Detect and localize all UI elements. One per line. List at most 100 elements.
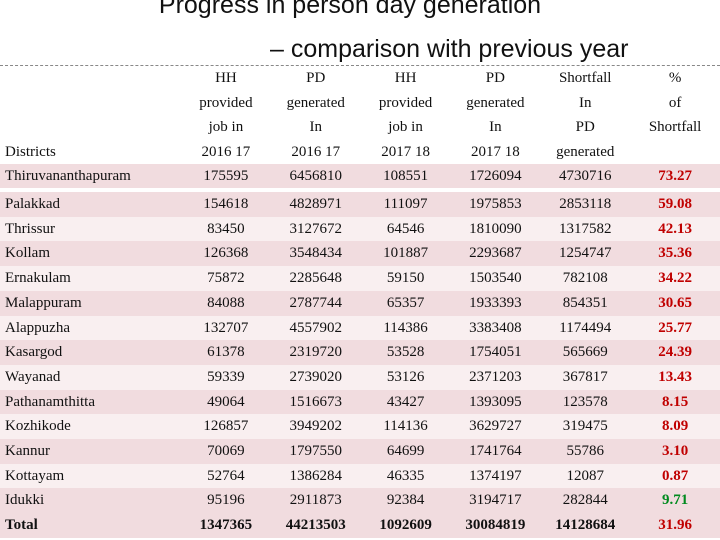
- pd-2017-18: 1393095: [450, 389, 541, 415]
- table-row: Kozhikode 126857 3949202 114136 3629727 31947…: [0, 414, 720, 440]
- slide-title-line1: Progress in person day generation: [158, 0, 542, 19]
- shortfall-value: 14128684: [540, 513, 631, 538]
- header-pd-2017-18: PD generated In 2017 18: [466, 70, 525, 160]
- table-row: Thiruvananthapuram 175595 6456810 108551 172…: [0, 164, 720, 188]
- pd-2017-18: 1975853: [450, 192, 541, 217]
- hh-2017-18: 53528: [360, 340, 451, 365]
- header-pd-2016-17: PD generated In 2016 17: [286, 70, 345, 160]
- pd-2016-17: 2285648: [270, 266, 361, 291]
- district-name: Thrissur: [0, 216, 181, 242]
- header-percent-shortfall: % of Shortfall: [648, 70, 702, 135]
- pd-2017-18: 1810090: [450, 216, 541, 242]
- hh-2016-17: 75872: [181, 266, 271, 291]
- table-row: Pathanamthitta 49064 1516673 43427 1393095 12…: [0, 389, 720, 415]
- percent-shortfall: 9.71: [630, 488, 720, 514]
- pd-2016-17: 2739020: [270, 364, 361, 390]
- hh-2016-17: 83450: [181, 216, 271, 242]
- shortfall-value: 55786: [540, 439, 631, 464]
- pd-2017-18: 3629727: [450, 414, 541, 440]
- table-row: Malappuram 84088 2787744 65357 1933393 854351…: [0, 290, 720, 316]
- pd-2017-18: 1374197: [450, 463, 541, 489]
- header-districts: Districts: [5, 143, 56, 160]
- district-name: Kasargod: [0, 340, 181, 365]
- pd-2017-18: 1741764: [450, 439, 541, 464]
- district-name: Palakkad: [0, 192, 181, 217]
- pd-2016-17: 4828971: [270, 192, 361, 217]
- table-row: Kollam 126368 3548434 101887 2293687 1254747 3…: [0, 241, 720, 267]
- hh-2017-18: 111097: [360, 192, 451, 217]
- header-hh-2016-17: HH provided job in 2016 17: [199, 70, 253, 160]
- hh-2016-17: 175595: [181, 164, 271, 188]
- shortfall-value: 123578: [540, 389, 631, 415]
- hh-2016-17: 52764: [181, 463, 271, 489]
- percent-shortfall: 8.09: [630, 414, 720, 440]
- shortfall-value: 282844: [540, 488, 631, 514]
- table-row: Idukki 95196 2911873 92384 3194717 282844 9.71: [0, 488, 720, 514]
- shortfall-value: 782108: [540, 266, 631, 291]
- district-name: Kannur: [0, 439, 181, 464]
- hh-2017-18: 46335: [360, 463, 451, 489]
- table-row: Kottayam 52764 1386284 46335 1374197 12087 0.8…: [0, 463, 720, 489]
- pd-2016-17: 2787744: [270, 290, 361, 316]
- pd-2017-18: 3194717: [450, 488, 541, 514]
- percent-shortfall: 73.27: [630, 164, 720, 188]
- percent-shortfall: 25.77: [630, 315, 720, 341]
- percent-shortfall: 0.87: [630, 463, 720, 489]
- percent-shortfall: 34.22: [630, 266, 720, 291]
- pd-2016-17: 1516673: [270, 389, 361, 415]
- pd-2016-17: 3127672: [270, 216, 361, 242]
- district-name: Ernakulam: [0, 266, 181, 291]
- hh-2017-18: 53126: [360, 364, 451, 390]
- percent-shortfall: 35.36: [630, 241, 720, 267]
- shortfall-value: 12087: [540, 463, 631, 489]
- percent-shortfall: 42.13: [630, 216, 720, 242]
- pd-2016-17: 6456810: [270, 164, 361, 188]
- hh-2017-18: 64699: [360, 439, 451, 464]
- table-row: Alappuzha 132707 4557902 114386 3383408 11744…: [0, 315, 720, 341]
- hh-2017-18: 101887: [360, 241, 451, 267]
- pd-2016-17: 4557902: [270, 315, 361, 341]
- pd-2017-18: 30084819: [450, 513, 541, 538]
- hh-2017-18: 114386: [360, 315, 451, 341]
- hh-2017-18: 43427: [360, 389, 451, 415]
- hh-2016-17: 95196: [181, 488, 271, 514]
- table-row: Wayanad 59339 2739020 53126 2371203 367817 13.…: [0, 364, 720, 390]
- hh-2016-17: 84088: [181, 290, 271, 316]
- pd-2017-18: 1726094: [450, 164, 541, 188]
- shortfall-value: 854351: [540, 290, 631, 316]
- district-name: Alappuzha: [0, 315, 181, 341]
- shortfall-value: 1174494: [540, 315, 631, 341]
- hh-2016-17: 61378: [181, 340, 271, 365]
- shortfall-value: 1317582: [540, 216, 631, 242]
- hh-2016-17: 1347365: [181, 513, 271, 538]
- hh-2016-17: 132707: [181, 315, 271, 341]
- percent-shortfall: 3.10: [630, 439, 720, 464]
- shortfall-value: 1254747: [540, 241, 631, 267]
- hh-2017-18: 65357: [360, 290, 451, 316]
- district-name: Malappuram: [0, 290, 181, 316]
- slide-title-line2: – comparison with previous year: [270, 35, 629, 63]
- table-row: Palakkad 154618 4828971 111097 1975853 285311…: [0, 192, 720, 217]
- pd-2017-18: 1754051: [450, 340, 541, 365]
- header-rule: [0, 65, 720, 66]
- hh-2017-18: 92384: [360, 488, 451, 514]
- table-row: Kannur 70069 1797550 64699 1741764 55786 3.10: [0, 439, 720, 464]
- total-row: Total 1347365 44213503 1092609 30084819 14128…: [0, 513, 720, 538]
- pd-2016-17: 1386284: [270, 463, 361, 489]
- hh-2016-17: 126857: [181, 414, 271, 440]
- percent-shortfall: 8.15: [630, 389, 720, 415]
- table-row: Thrissur 83450 3127672 64546 1810090 1317582 4…: [0, 216, 720, 242]
- shortfall-value: 2853118: [540, 192, 631, 217]
- hh-2016-17: 154618: [181, 192, 271, 217]
- hh-2017-18: 59150: [360, 266, 451, 291]
- pd-2017-18: 3383408: [450, 315, 541, 341]
- pd-2017-18: 2371203: [450, 364, 541, 390]
- percent-shortfall: 31.96: [630, 513, 720, 538]
- district-name: Thiruvananthapuram: [0, 164, 181, 188]
- district-name: Pathanamthitta: [0, 389, 181, 415]
- hh-2016-17: 49064: [181, 389, 271, 415]
- header-hh-2017-18: HH provided job in 2017 18: [378, 70, 433, 160]
- hh-2016-17: 70069: [181, 439, 271, 464]
- pd-2016-17: 2911873: [270, 488, 361, 514]
- hh-2017-18: 114136: [360, 414, 451, 440]
